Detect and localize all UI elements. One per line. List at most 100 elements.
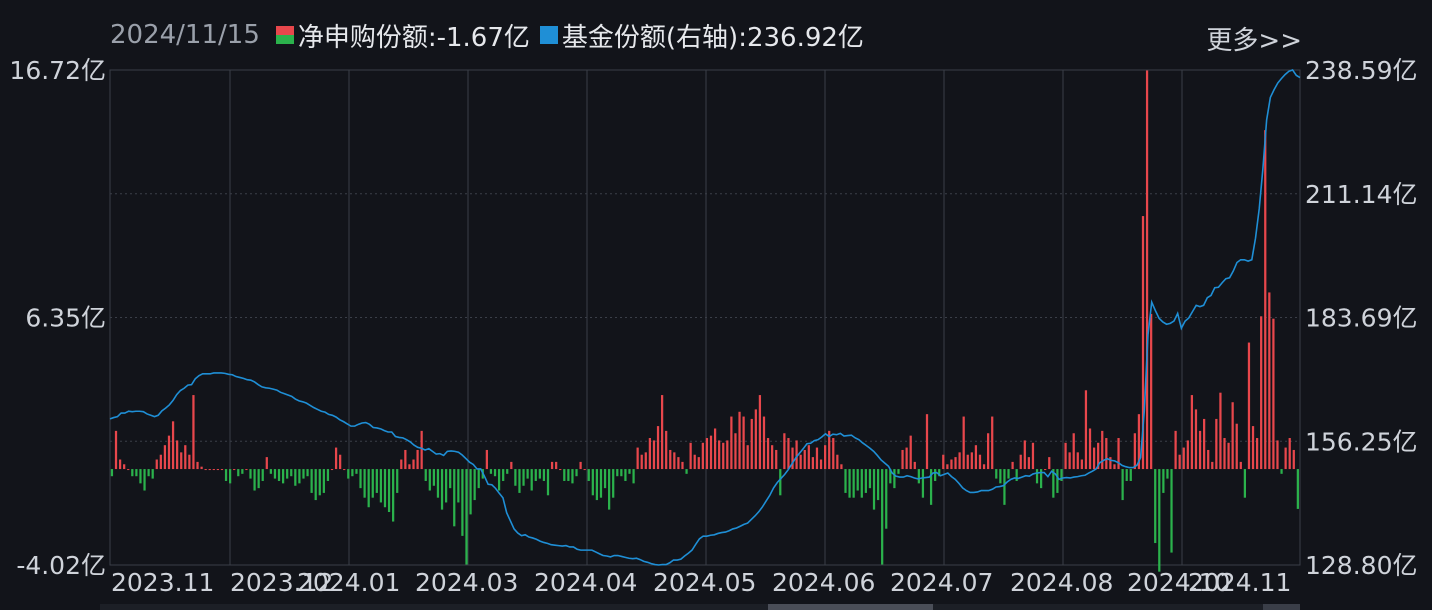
net-subscription-bar (1243, 469, 1246, 498)
net-subscription-bar (432, 469, 436, 486)
net-subscription-bar (1117, 438, 1120, 470)
net-subscription-bar (819, 459, 823, 470)
net-subscription-bar (571, 469, 574, 484)
net-subscription-bar (196, 461, 199, 470)
net-subscription-bar (579, 461, 582, 470)
net-subscription-bar (379, 469, 383, 503)
net-subscription-bar (355, 469, 358, 474)
net-subscription-bar (118, 459, 122, 470)
net-subscription-bar (599, 469, 603, 498)
net-subscription-bar (612, 469, 615, 498)
net-subscription-bar (1133, 433, 1136, 470)
net-subscription-bar (200, 466, 203, 470)
net-subscription-bar (921, 469, 925, 498)
net-subscription-bar (171, 421, 175, 470)
net-subscription-bar (294, 469, 297, 486)
net-subscription-bar (583, 469, 586, 471)
net-subscription-bar (188, 454, 191, 470)
net-subscription-bar (424, 469, 427, 481)
net-subscription-bar (787, 438, 790, 470)
net-subscription-bar (1219, 392, 1222, 470)
net-subscription-bar (1280, 469, 1283, 474)
net-subscription-bar (180, 452, 183, 470)
net-subscription-bar (184, 445, 187, 470)
net-subscription-bar (775, 449, 778, 470)
net-subscription-bar (982, 464, 986, 470)
net-subscription-bar (1072, 433, 1075, 470)
net-subscription-bar (330, 469, 334, 471)
net-subscription-bar (587, 469, 590, 481)
net-subscription-bar (114, 430, 118, 470)
net-subscription-bar (1170, 469, 1173, 553)
net-subscription-bar (852, 469, 855, 498)
time-scrollbar[interactable] (100, 604, 1300, 610)
net-subscription-bar (347, 469, 350, 479)
net-subscription-bar (1097, 442, 1100, 470)
net-subscription-bar (163, 445, 167, 470)
net-subscription-bar (375, 469, 378, 493)
net-subscription-bar (1178, 454, 1181, 470)
more-link[interactable]: 更多>> (1206, 26, 1302, 56)
net-subscription-bar (966, 454, 969, 470)
net-subscription-bar (925, 414, 929, 470)
net-subscription-bar (493, 469, 497, 477)
net-subscription-bar (461, 469, 464, 536)
net-subscription-bar (1137, 414, 1141, 470)
net-subscription-bar (1272, 318, 1275, 470)
net-subscription-bar (1264, 130, 1267, 470)
net-subscription-bar (1174, 430, 1177, 470)
x-axis-tick-label: 2024.06 (772, 568, 875, 597)
net-subscription-bar (506, 469, 509, 474)
net-subscription-bar (783, 433, 786, 470)
net-subscription-bar (310, 469, 313, 493)
net-subscription-bar (1141, 216, 1145, 470)
net-subscription-bar (497, 469, 501, 491)
net-subscription-bar (974, 445, 978, 470)
red-green-swatch-icon (275, 26, 294, 44)
net-subscription-bar (249, 469, 252, 479)
net-subscription-bar (1247, 342, 1251, 470)
net-subscription-bar (779, 469, 782, 496)
net-subscription-bar (603, 469, 607, 489)
net-subscription-bar (457, 469, 460, 503)
net-subscription-bar (290, 469, 293, 477)
net-subscription-bar (885, 469, 888, 529)
net-subscription-bar (1023, 440, 1026, 470)
net-subscription-bar (440, 469, 444, 510)
net-subscription-bar (1027, 457, 1031, 470)
legend-date: 2024/11/15 (110, 20, 260, 50)
legend-fund-share-text: 基金份额(右轴):236.92亿 (561, 22, 864, 53)
net-subscription-bar (192, 395, 195, 470)
net-subscription-bar (110, 469, 114, 477)
net-subscription-bar (693, 454, 696, 470)
net-subscription-bar (995, 469, 998, 479)
left-axis-tick-label: 16.72亿 (9, 56, 106, 85)
net-subscription-bar (334, 447, 338, 470)
net-subscription-bar (542, 469, 546, 481)
net-subscription-bar (1268, 292, 1271, 470)
net-subscription-bar (302, 469, 305, 479)
net-subscription-bar (392, 469, 395, 522)
net-subscription-bar (1276, 440, 1279, 470)
net-subscription-bar (1162, 469, 1165, 493)
net-subscription-bar (1007, 469, 1010, 479)
net-subscription-bar (1260, 316, 1263, 470)
net-subscription-bar (726, 440, 729, 470)
net-subscription-bar (722, 442, 725, 470)
net-subscription-bar (473, 469, 476, 501)
x-axis-tick-label: 2024.10 (1127, 568, 1230, 597)
net-subscription-bar (286, 469, 289, 479)
net-subscription-bar (665, 430, 668, 470)
legend-fund-share: 基金份额(右轴):236.92亿 (539, 17, 864, 54)
x-axis-tick-label: 2023.11 (111, 568, 214, 597)
net-subscription-bar (701, 442, 704, 470)
net-subscription-bar (575, 469, 578, 477)
net-subscription-bar (824, 445, 827, 470)
net-subscription-bar (1064, 442, 1067, 470)
right-axis-labels: 238.59亿 211.14亿 183.69亿 156.25亿 128.80亿 (1305, 56, 1417, 580)
net-subscription-bar (1166, 469, 1169, 479)
grid-lines (109, 69, 1301, 566)
x-axis-tick-label: 2024.07 (890, 568, 993, 597)
net-subscription-bar (1109, 457, 1112, 470)
net-subscription-bar (1092, 447, 1096, 470)
